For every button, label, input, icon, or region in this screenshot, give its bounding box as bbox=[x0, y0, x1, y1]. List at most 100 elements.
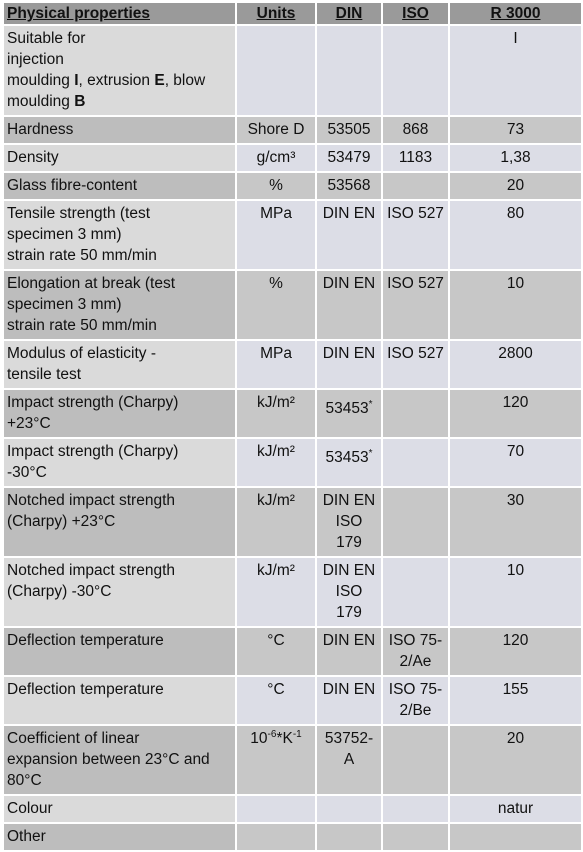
cell-line: 179 bbox=[336, 604, 362, 621]
table-row: Coefficient of linear expansion between 2… bbox=[2, 724, 583, 796]
property-cell: Other bbox=[2, 822, 237, 852]
cell-line: 53752- bbox=[324, 730, 374, 747]
cell-line: Elongation at break (test bbox=[7, 275, 176, 292]
cell-line: Notched impact strength bbox=[7, 562, 176, 579]
header-units: Units bbox=[235, 1, 317, 26]
units-cell: MPa bbox=[235, 339, 317, 390]
units-cell bbox=[235, 24, 317, 117]
units-cell bbox=[235, 794, 317, 824]
units-cell: Shore D bbox=[235, 115, 317, 145]
cell-line: ISO 527 bbox=[387, 345, 444, 362]
units-cell: 10-6*K-1 bbox=[235, 724, 317, 796]
cell-line: ISO 75- bbox=[388, 632, 443, 649]
iso-cell bbox=[381, 171, 450, 201]
units-cell: kJ/m² bbox=[235, 486, 317, 558]
property-cell: Notched impact strength (Charpy) -30°C bbox=[2, 556, 237, 628]
table-row: Modulus of elasticity - tensile test MPa DI… bbox=[2, 339, 583, 390]
table-row: Suitable for injection moulding I, extru… bbox=[2, 24, 583, 117]
property-cell: Glass fibre-content bbox=[2, 171, 237, 201]
value-cell: 10 bbox=[448, 556, 583, 628]
header-iso: ISO bbox=[381, 1, 450, 26]
header-din: DIN bbox=[315, 1, 383, 26]
units-cell: kJ/m² bbox=[235, 437, 317, 488]
property-cell: Density bbox=[2, 143, 237, 173]
property-cell: Elongation at break (test specimen 3 mm) s… bbox=[2, 269, 237, 341]
din-cell: 53505 bbox=[315, 115, 383, 145]
cell-line: 179 bbox=[336, 534, 362, 551]
units-cell: °C bbox=[235, 626, 317, 677]
cell-line: 1183 bbox=[398, 149, 433, 166]
header-property: Physical properties bbox=[2, 1, 237, 26]
cell-line: specimen 3 mm) bbox=[7, 226, 122, 243]
value-cell bbox=[448, 822, 583, 852]
cell-line: expansion between 23°C and bbox=[7, 751, 210, 768]
property-cell: Impact strength (Charpy) -30°C bbox=[2, 437, 237, 488]
cell-line: Deflection temperature bbox=[7, 632, 164, 649]
cell-line: Glass fibre-content bbox=[7, 177, 138, 194]
iso-cell bbox=[381, 486, 450, 558]
table-row: Other bbox=[2, 822, 583, 852]
din-cell: DIN EN bbox=[315, 339, 383, 390]
cell-line: strain rate 50 mm/min bbox=[7, 317, 157, 334]
value-cell: 30 bbox=[448, 486, 583, 558]
cell-line: -30°C bbox=[7, 464, 47, 481]
header-row: Physical properties Units DIN ISO R 3000 bbox=[2, 1, 583, 26]
cell-line: DIN EN bbox=[322, 205, 376, 222]
din-cell: 53752- A bbox=[315, 724, 383, 796]
value-cell: 10 bbox=[448, 269, 583, 341]
value-cell: 20 bbox=[448, 171, 583, 201]
cell-line: Impact strength (Charpy) bbox=[7, 443, 179, 460]
cell-line: 53505 bbox=[327, 121, 371, 138]
din-cell: DIN EN bbox=[315, 269, 383, 341]
cell-line: ISO bbox=[335, 583, 363, 600]
cell-line: +23°C bbox=[7, 415, 51, 432]
table-row: Density g/cm³ 53479 1183 1,38 bbox=[2, 143, 583, 173]
cell-line: (Charpy) +23°C bbox=[7, 513, 116, 530]
table-row: Notched impact strength (Charpy) +23°C kJ/… bbox=[2, 486, 583, 558]
table-row: Elongation at break (test specimen 3 mm) s… bbox=[2, 269, 583, 341]
cell-line: ISO 527 bbox=[387, 205, 444, 222]
property-cell: Impact strength (Charpy) +23°C bbox=[2, 388, 237, 439]
property-line: moulding I, extrusion E, blow bbox=[7, 72, 206, 89]
cell-line: DIN EN bbox=[322, 562, 376, 579]
cell-line: A bbox=[343, 751, 355, 768]
value-cell: I bbox=[448, 24, 583, 117]
value-cell: 120 bbox=[448, 626, 583, 677]
property-cell: Modulus of elasticity - tensile test bbox=[2, 339, 237, 390]
iso-cell: ISO 527 bbox=[381, 339, 450, 390]
din-cell bbox=[315, 794, 383, 824]
din-cell: DIN EN ISO 179 bbox=[315, 556, 383, 628]
units-cell: MPa bbox=[235, 199, 317, 271]
cell-line: Coefficient of linear bbox=[7, 730, 140, 747]
table-row: Impact strength (Charpy) +23°C kJ/m² 53453*… bbox=[2, 388, 583, 439]
cell-line: 2/Be bbox=[399, 702, 432, 719]
cell-line: DIN EN bbox=[322, 345, 376, 362]
iso-cell: ISO 75- 2/Ae bbox=[381, 626, 450, 677]
units-cell: °C bbox=[235, 675, 317, 726]
cell-line: 2/Ae bbox=[399, 653, 432, 670]
property-line: injection bbox=[7, 51, 64, 68]
table-row: Notched impact strength (Charpy) -30°C kJ/… bbox=[2, 556, 583, 628]
iso-cell: ISO 527 bbox=[381, 269, 450, 341]
iso-cell bbox=[381, 437, 450, 488]
iso-cell bbox=[381, 388, 450, 439]
cell-line: Other bbox=[7, 828, 46, 845]
property-line: Suitable for bbox=[7, 30, 86, 47]
cell-line: 80°C bbox=[7, 772, 42, 789]
cell-line: 53568 bbox=[327, 177, 371, 194]
cell-line: Colour bbox=[7, 800, 53, 817]
din-cell: 53479 bbox=[315, 143, 383, 173]
units-cell: g/cm³ bbox=[235, 143, 317, 173]
din-cell bbox=[315, 822, 383, 852]
cell-line: ISO bbox=[335, 513, 363, 530]
units-cell: kJ/m² bbox=[235, 388, 317, 439]
property-line: moulding B bbox=[7, 93, 86, 110]
cell-line: Notched impact strength bbox=[7, 492, 176, 509]
din-cell: DIN EN bbox=[315, 199, 383, 271]
header-r3000: R 3000 bbox=[448, 1, 583, 26]
iso-cell: ISO 75- 2/Be bbox=[381, 675, 450, 726]
property-cell: Notched impact strength (Charpy) +23°C bbox=[2, 486, 237, 558]
iso-cell: ISO 527 bbox=[381, 199, 450, 271]
iso-cell bbox=[381, 822, 450, 852]
